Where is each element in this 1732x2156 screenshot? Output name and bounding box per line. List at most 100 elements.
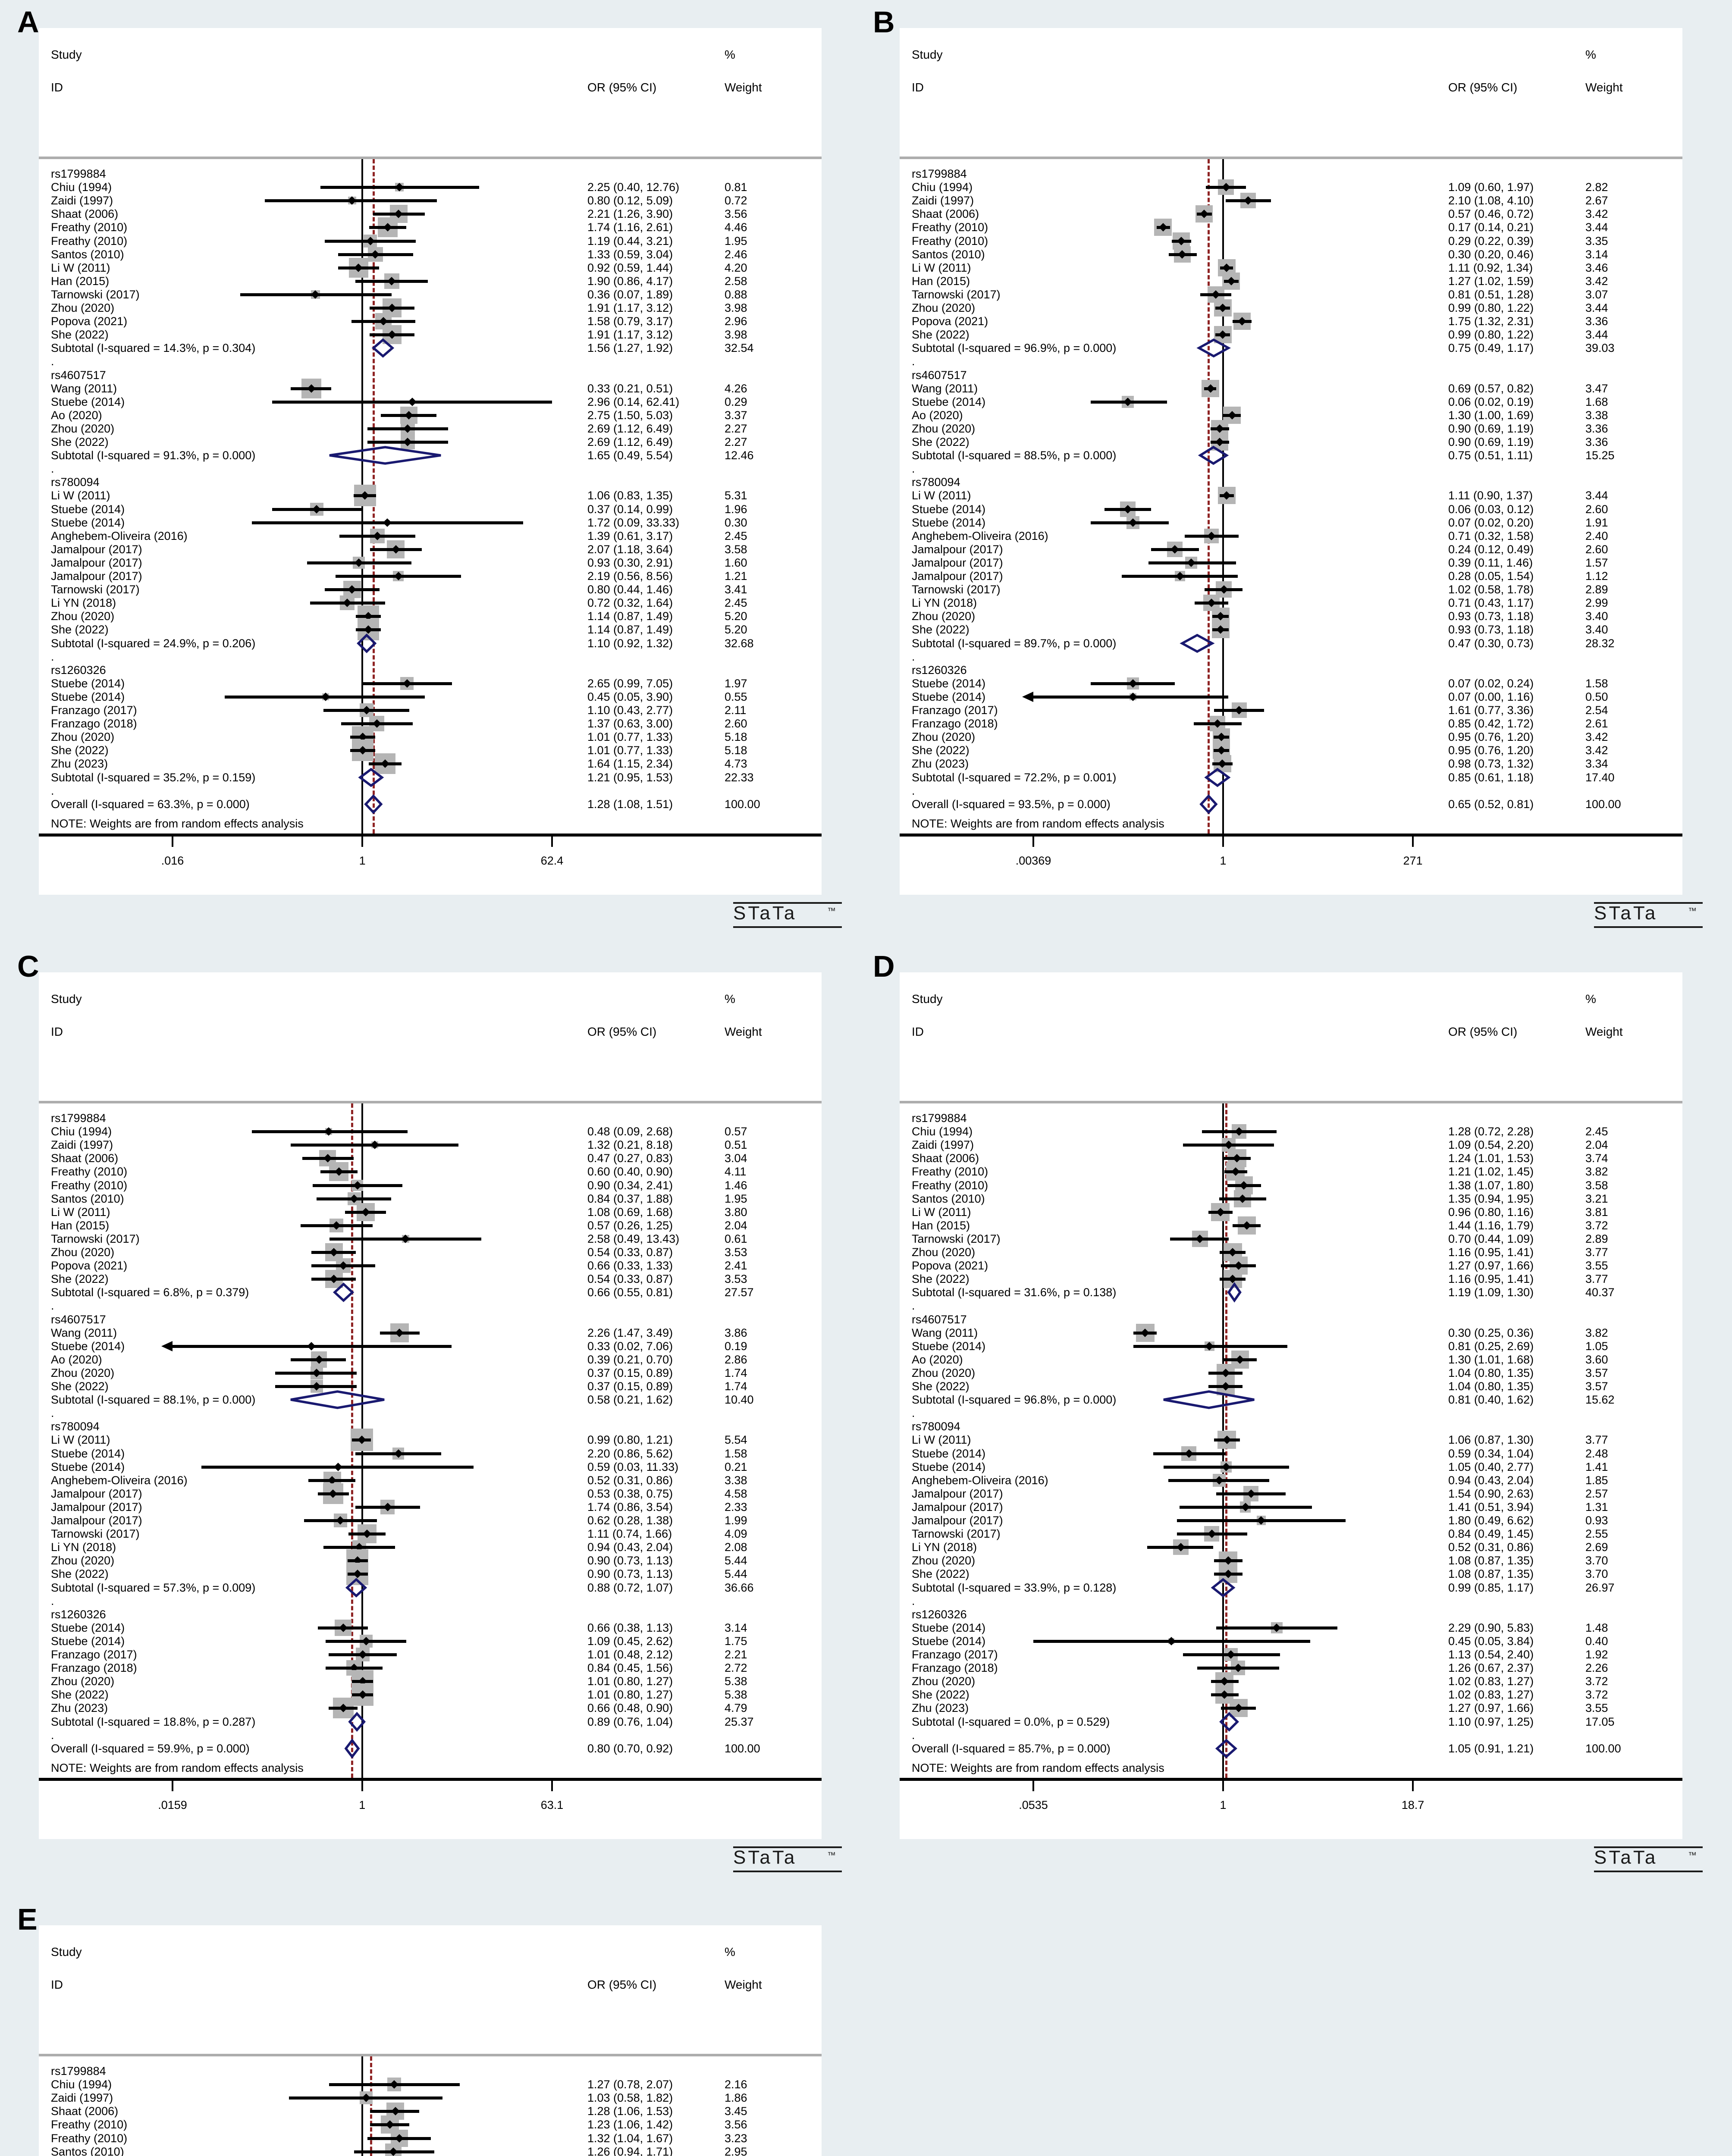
or-ci-value: 1.61 (0.77, 3.36) [1448, 704, 1534, 717]
pooled-diamond [1196, 338, 1231, 358]
x-axis-tick [361, 837, 364, 847]
study-id: She (2022) [912, 436, 970, 448]
or-ci-value: 1.27 (0.97, 1.66) [1448, 1702, 1534, 1714]
study-id: Zhou (2020) [912, 422, 976, 435]
weight-value: 3.98 [725, 301, 747, 314]
group-label: rs780094 [51, 1420, 100, 1433]
group-spacer-dot: . [912, 355, 915, 368]
or-ci-value: 1.19 (1.09, 1.30) [1448, 1286, 1534, 1299]
or-ci-value: 1.02 (0.83, 1.27) [1448, 1688, 1534, 1701]
study-id: She (2022) [51, 328, 109, 341]
weight-value: 12.46 [725, 449, 754, 462]
or-ci-value: 1.01 (0.80, 1.27) [587, 1675, 673, 1688]
weight-value: 3.14 [1585, 248, 1608, 261]
study-id: Stuebe (2014) [912, 1447, 986, 1460]
study-id: Chiu (1994) [51, 2078, 112, 2091]
study-id: Stuebe (2014) [51, 516, 125, 529]
study-id: Zaidi (1997) [51, 2091, 113, 2104]
weight-value: 3.04 [725, 1152, 747, 1165]
or-ci-value: 1.37 (0.63, 3.00) [587, 717, 673, 730]
subtotal-label: Subtotal (I-squared = 72.2%, p = 0.001) [912, 771, 1117, 784]
study-id: Jamalpour (2017) [912, 570, 1003, 583]
or-ci-value: 0.80 (0.44, 1.46) [587, 583, 673, 596]
study-id: Ao (2020) [912, 1353, 963, 1366]
col-header-percent: % [725, 48, 735, 61]
study-id: Wang (2011) [912, 1326, 978, 1339]
weight-value: 2.60 [1585, 543, 1608, 556]
or-ci-value: 1.44 (1.16, 1.79) [1448, 1219, 1534, 1232]
x-axis-tick [551, 1781, 553, 1791]
weight-value: 3.46 [1585, 261, 1608, 274]
study-id: Jamalpour (2017) [51, 543, 142, 556]
or-ci-value: 2.69 (1.12, 6.49) [587, 422, 673, 435]
weight-value: 3.42 [1585, 207, 1608, 220]
weight-value: 3.37 [725, 409, 747, 422]
x-axis-tick [1412, 1781, 1414, 1791]
weight-value: 3.42 [1585, 744, 1608, 757]
study-id: She (2022) [912, 623, 970, 636]
header-rule [39, 157, 822, 159]
pooled-diamond [1215, 1739, 1237, 1758]
weight-value: 3.42 [1585, 730, 1608, 743]
stata-logo-bottom-rule [733, 1871, 842, 1872]
x-axis-tick-label: .0535 [1019, 1799, 1048, 1811]
weight-value: 1.96 [725, 503, 747, 516]
weight-value: 1.97 [725, 677, 747, 690]
study-id: Anghebem-Oliveira (2016) [912, 530, 1048, 542]
study-id: Tarnowski (2017) [51, 288, 140, 301]
or-ci-value: 0.36 (0.07, 1.89) [587, 288, 673, 301]
x-axis-line [39, 1778, 822, 1781]
study-id: Freathy (2010) [912, 221, 988, 234]
study-id: Santos (2010) [51, 248, 124, 261]
or-ci-value: 1.11 (0.90, 1.37) [1448, 489, 1533, 502]
study-id: Han (2015) [912, 275, 970, 288]
or-ci-value: 1.38 (1.07, 1.80) [1448, 1179, 1534, 1192]
or-ci-value: 0.92 (0.59, 1.44) [587, 261, 673, 274]
study-id: She (2022) [51, 1272, 109, 1285]
or-ci-value: 0.47 (0.30, 0.73) [1448, 637, 1534, 650]
or-ci-value: 0.99 (0.80, 1.21) [587, 1433, 673, 1446]
weight-value: 2.41 [725, 1259, 747, 1272]
or-ci-value: 1.58 (0.79, 3.17) [587, 315, 673, 328]
weight-value: 2.33 [725, 1501, 747, 1514]
x-axis-tick [172, 1781, 173, 1791]
or-ci-value: 0.81 (0.51, 1.28) [1448, 288, 1534, 301]
weight-value: 27.57 [725, 1286, 754, 1299]
study-id: Han (2015) [51, 1219, 110, 1232]
weight-value: 100.00 [725, 798, 760, 811]
study-id: Stuebe (2014) [51, 1635, 125, 1648]
or-ci-value: 2.75 (1.50, 5.03) [587, 409, 673, 422]
or-ci-value: 1.74 (0.86, 3.54) [587, 1501, 673, 1514]
weight-value: 5.31 [725, 489, 747, 502]
x-axis-tick-label: 271 [1403, 854, 1423, 867]
stata-logo-text: STaTa [733, 1847, 797, 1868]
weight-value: 0.50 [1585, 690, 1608, 703]
weight-value: 2.46 [725, 248, 747, 261]
study-id: Jamalpour (2017) [51, 1501, 142, 1514]
col-header-percent: % [1585, 992, 1596, 1006]
weight-value: 2.69 [1585, 1541, 1608, 1554]
or-ci-value: 0.95 (0.76, 1.20) [1448, 730, 1534, 743]
weight-value: 3.40 [1585, 623, 1608, 636]
study-id: Franzago (2017) [51, 704, 137, 717]
weight-value: 3.21 [1585, 1192, 1608, 1205]
or-ci-value: 0.75 (0.51, 1.11) [1448, 449, 1533, 462]
col-header-weight: Weight [1585, 81, 1623, 94]
weight-value: 2.67 [1585, 194, 1608, 207]
weight-value: 2.95 [725, 2145, 747, 2156]
study-id: Popova (2021) [912, 1259, 988, 1272]
weight-value: 3.38 [1585, 409, 1608, 422]
or-ci-value: 0.07 (0.02, 0.20) [1448, 516, 1534, 529]
group-spacer-dot: . [912, 1729, 915, 1742]
or-ci-value: 2.21 (1.26, 3.90) [587, 207, 673, 220]
weight-value: 3.42 [1585, 275, 1608, 288]
group-spacer-dot: . [912, 462, 915, 475]
stata-logo-tm: ™ [1688, 1851, 1697, 1860]
study-id: Stuebe (2014) [51, 1621, 125, 1634]
or-ci-value: 0.99 (0.80, 1.22) [1448, 301, 1534, 314]
or-ci-value: 0.33 (0.02, 7.06) [587, 1340, 673, 1353]
or-ci-value: 0.53 (0.38, 0.75) [587, 1487, 673, 1500]
study-id: Anghebem-Oliveira (2016) [912, 1474, 1048, 1487]
weight-value: 17.40 [1585, 771, 1615, 784]
weight-value: 3.72 [1585, 1688, 1608, 1701]
